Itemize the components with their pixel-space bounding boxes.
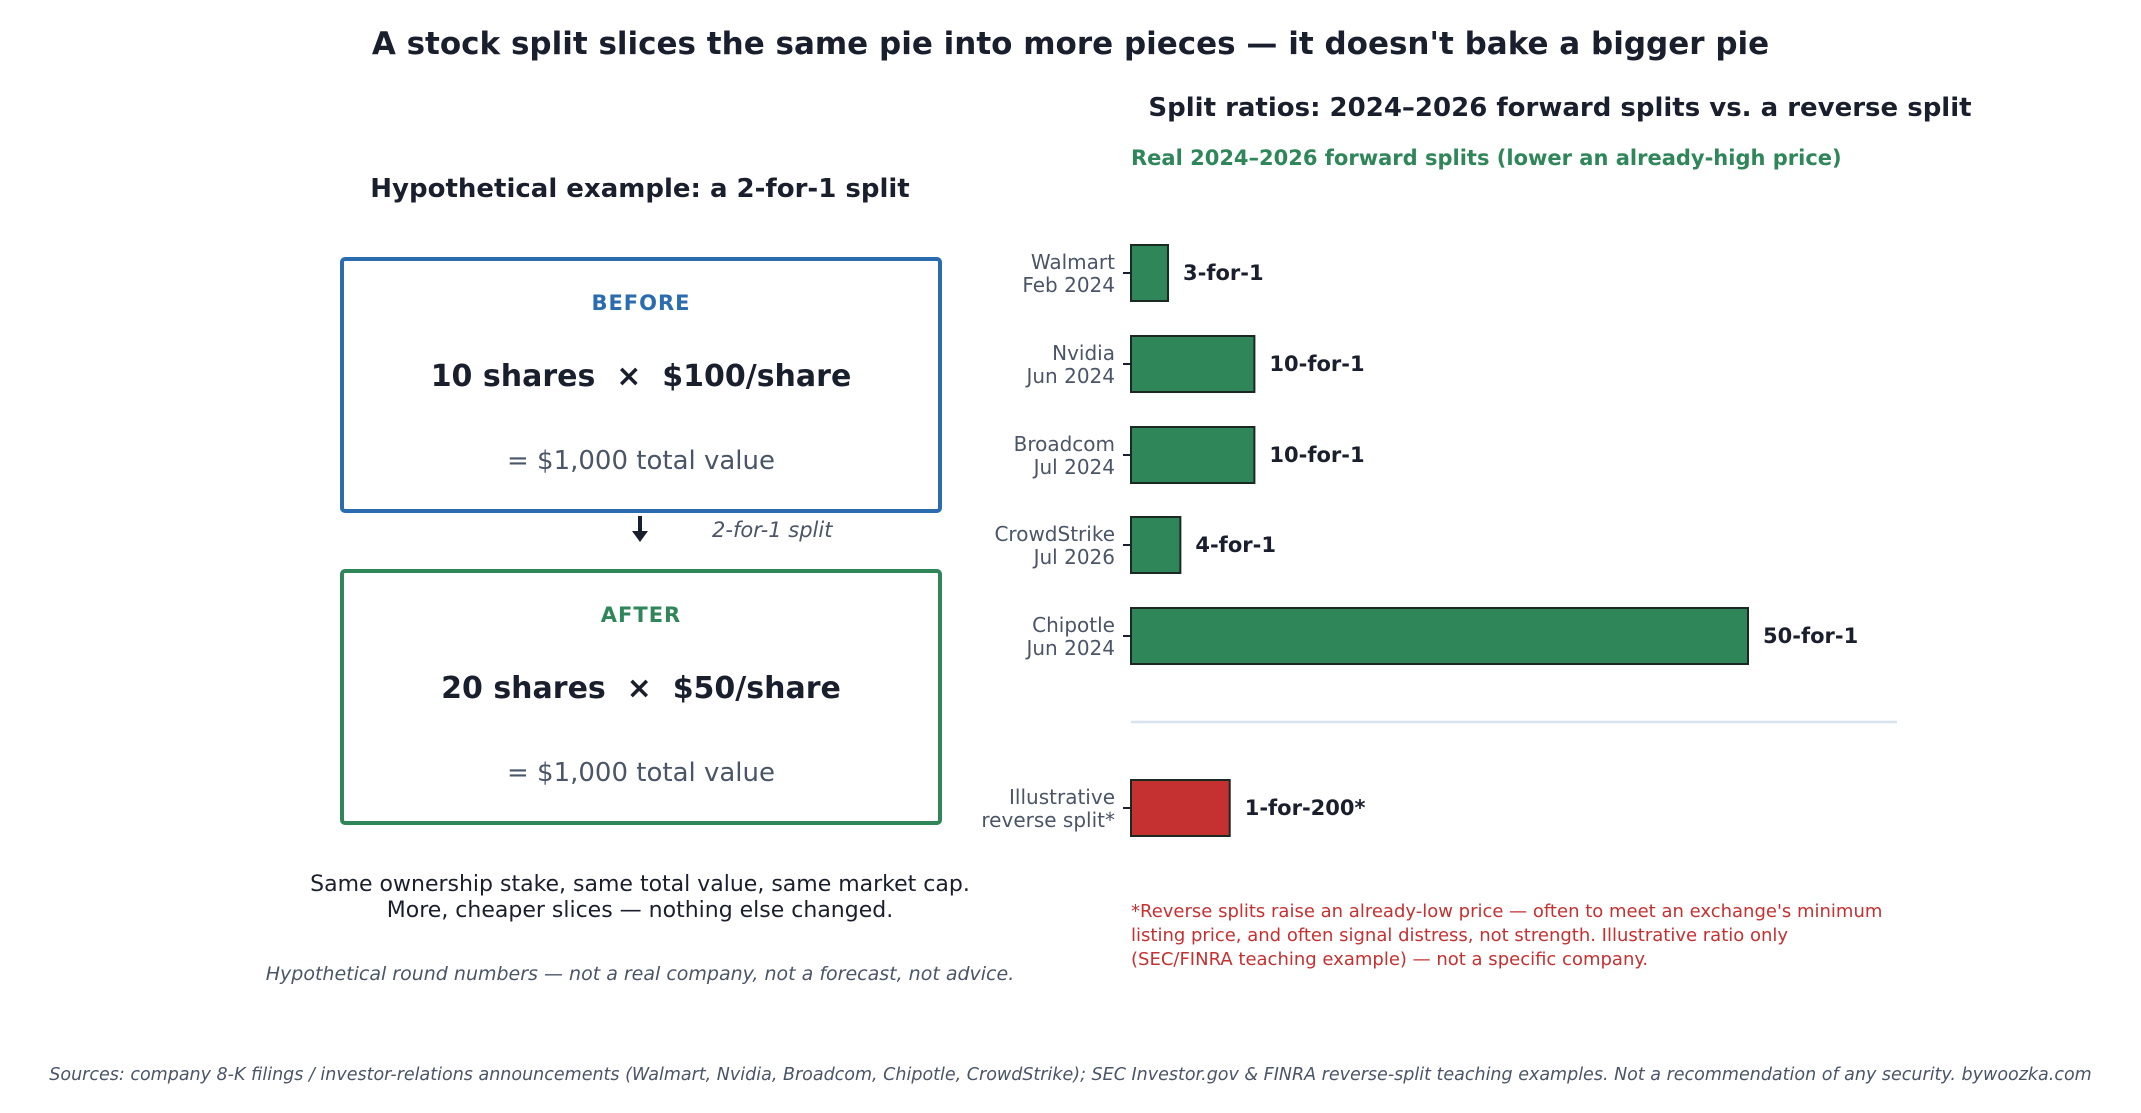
category-label-2: Broadcom Jul 2024 <box>1014 432 1115 479</box>
reverse-split-footnote: *Reverse splits raise an already-low pri… <box>1131 901 1883 970</box>
bar-3 <box>1130 516 1182 574</box>
category-label-0: Walmart Feb 2024 <box>1022 250 1115 297</box>
value-label-0: 3-for-1 <box>1183 261 1264 285</box>
down-arrow-icon <box>632 516 648 542</box>
value-label-1: 10-for-1 <box>1269 352 1364 376</box>
category-label-4: Chipotle Jun 2024 <box>1024 613 1115 660</box>
disclaimer: Hypothetical round numbers — not a real … <box>265 963 1015 985</box>
bar-5 <box>1130 779 1231 837</box>
bar-4 <box>1130 607 1749 665</box>
bar-2 <box>1130 426 1256 484</box>
before-label: BEFORE <box>591 291 691 315</box>
summary-text: Same ownership stake, same total value, … <box>240 872 1040 924</box>
split-annotation: 2-for-1 split <box>712 518 833 542</box>
category-label-1: Nvidia Jun 2024 <box>1024 341 1115 388</box>
before-box: BEFORE 10 shares × $100/share = $1,000 t… <box>340 257 942 513</box>
after-calculation: 20 shares × $50/share <box>441 671 841 706</box>
bar-0 <box>1130 244 1170 302</box>
category-label-5: Illustrative reverse split* <box>981 785 1115 832</box>
summary-line-1: Same ownership stake, same total value, … <box>310 872 970 897</box>
sources-line: Sources: company 8-K filings / investor-… <box>49 1065 2092 1085</box>
before-total: = $1,000 total value <box>506 446 776 476</box>
forward-group-label: Real 2024–2026 forward splits (lower an … <box>1131 146 1842 170</box>
main-title: A stock split slices the same pie into m… <box>371 26 1770 62</box>
value-label-2: 10-for-1 <box>1269 443 1364 467</box>
category-label-3: CrowdStrike Jul 2026 <box>994 522 1115 569</box>
value-label-3: 4-for-1 <box>1195 533 1276 557</box>
after-total: = $1,000 total value <box>506 758 776 788</box>
bar-1 <box>1130 335 1256 393</box>
after-box: AFTER 20 shares × $50/share = $1,000 tot… <box>340 569 942 825</box>
value-label-4: 50-for-1 <box>1763 624 1858 648</box>
before-calculation: 10 shares × $100/share <box>430 359 852 394</box>
after-label: AFTER <box>600 603 682 627</box>
value-label-5: 1-for-200* <box>1245 796 1366 820</box>
summary-line-2: More, cheaper slices — nothing else chan… <box>386 898 894 923</box>
chart-title: Split ratios: 2024–2026 forward splits v… <box>1148 93 1972 123</box>
example-title: Hypothetical example: a 2-for-1 split <box>370 174 910 204</box>
